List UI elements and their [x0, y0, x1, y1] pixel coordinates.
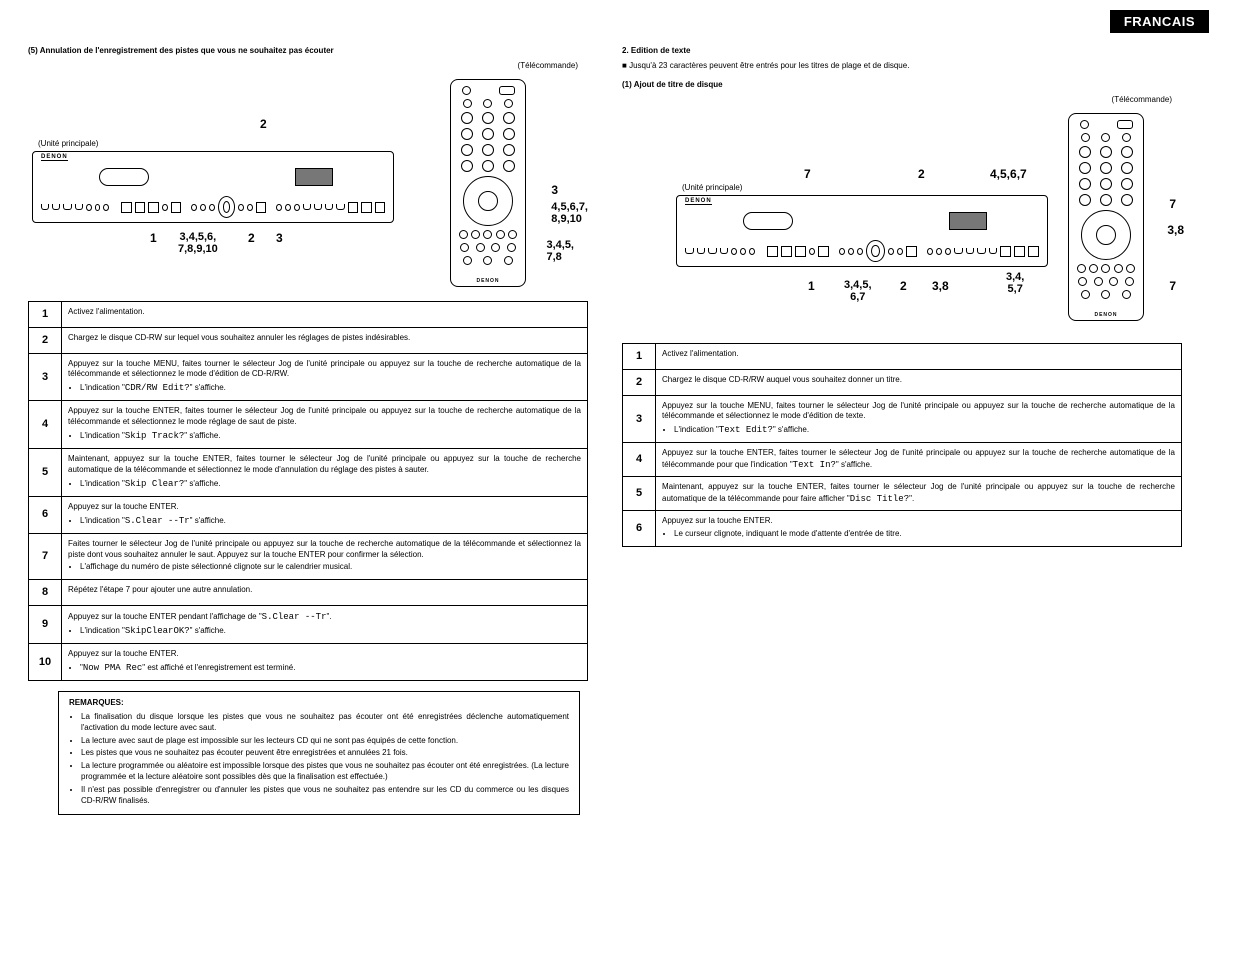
remote-label-left: (Télécommande): [518, 61, 578, 70]
callout-bottom-34567810: 3,4,5,6, 7,8,9,10: [178, 231, 218, 255]
remarks-list: La finalisation du disque lorsque les pi…: [69, 712, 569, 806]
step-text: Activez l'alimentation.: [62, 302, 588, 328]
right-heading: 2. Edition de texte: [622, 46, 1182, 55]
remote-brand-r: DENON: [1069, 312, 1143, 318]
step-number: 5: [623, 477, 656, 511]
step-text: Appuyez sur la touche ENTER, faites tour…: [62, 401, 588, 449]
callout-top-2: 2: [260, 117, 267, 131]
callout-r-top2: 2: [918, 167, 925, 181]
step-number: 9: [29, 606, 62, 644]
step-text: Appuyez sur la touche ENTER.Le curseur c…: [656, 511, 1182, 547]
left-heading: (5) Annulation de l'enregistrement des p…: [28, 46, 588, 55]
remark-item: La lecture programmée ou aléatoire est i…: [81, 761, 569, 783]
step-text: Activez l'alimentation.: [656, 344, 1182, 370]
step-number: 4: [29, 401, 62, 449]
callout-r-bottom1: 1: [808, 279, 815, 293]
remote-diagram: DENON: [450, 79, 526, 287]
step-number: 3: [29, 353, 62, 401]
callout-r-far7: 7: [1169, 197, 1176, 211]
step-number: 6: [29, 496, 62, 533]
display-left-icon: [99, 168, 149, 186]
callout-bottom-3: 3: [276, 231, 283, 245]
step-number: 8: [29, 580, 62, 606]
remote-label-right: (Télécommande): [1112, 95, 1172, 104]
callout-r-bottom3457: 3,4, 5,7: [1006, 271, 1024, 295]
callout-bottom-1: 1: [150, 231, 157, 245]
step-number: 5: [29, 449, 62, 497]
remote-diagram-r: DENON: [1068, 113, 1144, 321]
remote-brand: DENON: [451, 278, 525, 284]
remote-jog-icon-r: [1081, 210, 1131, 260]
step-text: Appuyez sur la touche MENU, faites tourn…: [656, 395, 1182, 443]
main-unit-diagram-r: DENON: [676, 195, 1048, 267]
brand-label: DENON: [41, 154, 68, 161]
step-text: Appuyez sur la touche MENU, faites tourn…: [62, 353, 588, 401]
remarks-box: REMARQUES: La finalisation du disque lor…: [58, 691, 580, 815]
display-right-icon: [295, 168, 333, 186]
step-number: 6: [623, 511, 656, 547]
display-left-icon-r: [743, 212, 793, 230]
callout-r-top4567: 4,5,6,7: [990, 167, 1027, 181]
step-number: 3: [623, 395, 656, 443]
remark-item: Il n'est pas possible d'enregistrer ou d…: [81, 785, 569, 807]
callout-r-far7b: 7: [1169, 279, 1176, 293]
step-text: Faites tourner le sélecteur Jog de l'uni…: [62, 533, 588, 579]
display-right-icon-r: [949, 212, 987, 230]
callout-right-45678910: 4,5,6,7, 8,9,10: [551, 201, 588, 225]
step-text: Chargez le disque CD-RW sur lequel vous …: [62, 327, 588, 353]
right-diagram: (Télécommande) 7 2 4,5,6,7 (Unité princi…: [622, 95, 1182, 333]
main-unit-diagram: DENON: [32, 151, 394, 223]
remark-item: La lecture avec saut de plage est imposs…: [81, 736, 569, 747]
step-number: 2: [29, 327, 62, 353]
remote-jog-icon: [463, 176, 513, 226]
callout-r-bottom2: 2: [900, 279, 907, 293]
callout-bottom-2: 2: [248, 231, 255, 245]
step-text: Appuyez sur la touche ENTER."Now PMA Rec…: [62, 644, 588, 681]
jog-dial-icon: [218, 196, 235, 218]
step-number: 10: [29, 644, 62, 681]
step-text: Répétez l'étape 7 pour ajouter une autre…: [62, 580, 588, 606]
step-text: Appuyez sur la touche ENTER.L'indication…: [62, 496, 588, 533]
callout-r-top7: 7: [804, 167, 811, 181]
step-text: Appuyez sur la touche ENTER, faites tour…: [656, 443, 1182, 477]
callout-right-3478: 3,4,5, 7,8: [546, 239, 574, 263]
callout-r-bottom34567: 3,4,5, 6,7: [844, 279, 872, 303]
remark-item: Les pistes que vous ne souhaitez pas éco…: [81, 748, 569, 759]
unit-label-right: (Unité principale): [682, 183, 742, 192]
left-column: (5) Annulation de l'enregistrement des p…: [28, 46, 588, 815]
right-steps-table: 1Activez l'alimentation.2Chargez le disq…: [622, 343, 1182, 547]
brand-label-r: DENON: [685, 198, 712, 205]
step-text: Maintenant, appuyez sur la touche ENTER,…: [656, 477, 1182, 511]
callout-r-far38: 3,8: [1167, 223, 1184, 237]
left-steps-table: 1Activez l'alimentation.2Chargez le disq…: [28, 301, 588, 681]
remarks-title: REMARQUES:: [69, 698, 569, 709]
right-subheading: (1) Ajout de titre de disque: [622, 80, 1182, 89]
step-number: 2: [623, 369, 656, 395]
step-text: Chargez le disque CD-R/RW auquel vous so…: [656, 369, 1182, 395]
step-text: Maintenant, appuyez sur la touche ENTER,…: [62, 449, 588, 497]
callout-r-bottom38: 3,8: [932, 279, 949, 293]
language-tag: FRANCAIS: [1110, 10, 1209, 33]
step-number: 7: [29, 533, 62, 579]
callout-right-3: 3: [551, 183, 558, 197]
remark-item: La finalisation du disque lorsque les pi…: [81, 712, 569, 734]
step-number: 1: [623, 344, 656, 370]
unit-label-left: (Unité principale): [38, 139, 98, 148]
step-number: 4: [623, 443, 656, 477]
jog-dial-icon-r: [866, 240, 884, 262]
step-text: Appuyez sur la touche ENTER pendant l'af…: [62, 606, 588, 644]
step-number: 1: [29, 302, 62, 328]
right-column: 2. Edition de texte Jusqu'à 23 caractère…: [622, 46, 1182, 815]
right-bullet: Jusqu'à 23 caractères peuvent être entré…: [622, 61, 1182, 70]
left-diagram: (Télécommande) 2 (Unité principale) DENO…: [28, 61, 588, 291]
